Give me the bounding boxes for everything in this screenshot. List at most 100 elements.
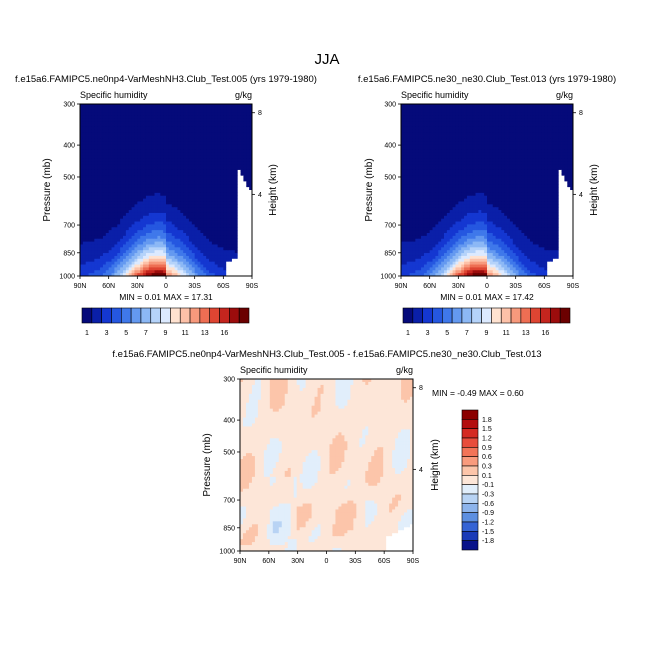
field-cell [209, 169, 213, 174]
field-cell [105, 192, 110, 197]
field-cell [123, 187, 127, 191]
field-cell [111, 258, 115, 263]
field-cell [555, 147, 560, 151]
field-cell [108, 261, 112, 265]
field-cell [134, 161, 138, 165]
field-cell [226, 152, 230, 156]
field-cell [82, 227, 87, 231]
field-cell [217, 207, 221, 211]
field-cell [85, 164, 89, 168]
field-cell [80, 132, 84, 136]
field-cell [223, 215, 227, 220]
field-cell [547, 158, 551, 162]
field-cell [409, 161, 413, 165]
field-cell [194, 244, 198, 248]
field-cell [530, 121, 534, 125]
field-cell [85, 118, 89, 122]
field-cell [538, 135, 542, 139]
field-cell [423, 141, 428, 145]
field-cell [203, 258, 207, 263]
field-cell [100, 253, 104, 257]
field-cell [183, 207, 187, 211]
field-cell [240, 167, 244, 171]
field-cell [186, 244, 190, 248]
field-cell [547, 149, 551, 154]
field-cell [429, 158, 433, 162]
field-cell [137, 112, 141, 116]
field-cell [188, 207, 193, 211]
field-cell [154, 112, 158, 116]
field-cell [464, 147, 468, 151]
field-cell [544, 161, 548, 165]
field-cell [426, 126, 431, 131]
field-cell [97, 212, 101, 217]
colorbar-swatch [229, 307, 240, 324]
field-cell [200, 224, 204, 228]
field-cell [544, 115, 548, 119]
field-cell [217, 129, 221, 134]
field-cell [108, 238, 112, 242]
field-cell [148, 135, 153, 139]
field-cell [243, 230, 247, 234]
field-cell [401, 167, 405, 171]
field-cell [206, 147, 210, 151]
field-cell [550, 155, 554, 159]
field-cell [487, 152, 491, 156]
field-cell [197, 224, 201, 228]
field-cell [148, 201, 153, 205]
field-cell [97, 233, 101, 237]
field-cell [168, 155, 173, 159]
field-cell [226, 210, 230, 214]
field-cell [229, 104, 233, 108]
field-cell [97, 192, 101, 197]
field-cell [151, 158, 155, 162]
field-cell [145, 212, 150, 217]
field-cell [234, 267, 239, 271]
field-cell [246, 261, 250, 265]
figure-title: JJA [314, 51, 339, 68]
field-cell [226, 233, 230, 237]
field-cell [168, 261, 173, 265]
field-cell [246, 181, 250, 185]
field-cell [418, 115, 422, 119]
field-cell [91, 250, 95, 254]
field-cell [509, 135, 514, 139]
field-cell [535, 161, 539, 165]
field-cell [154, 121, 158, 125]
field-cell [131, 132, 135, 136]
field-cell [487, 129, 491, 134]
field-cell [214, 198, 218, 202]
field-cell [243, 261, 247, 265]
field-cell [105, 227, 110, 231]
field-cell [504, 106, 508, 111]
field-cell [151, 144, 155, 148]
field-cell [91, 264, 95, 268]
field-cell [214, 158, 218, 162]
field-cell [243, 273, 247, 276]
field-cell [466, 135, 471, 139]
field-cell [401, 144, 405, 148]
field-cell [102, 264, 107, 268]
field-cell [117, 218, 121, 222]
field-cell [401, 109, 405, 113]
field-cell [214, 235, 218, 240]
field-cell [418, 106, 422, 111]
field-cell [140, 267, 144, 271]
field-cell [128, 181, 132, 185]
field-cell [535, 124, 539, 128]
field-cell [412, 149, 416, 154]
field-cell [429, 147, 433, 151]
field-cell [91, 187, 95, 191]
field-cell [401, 147, 405, 151]
field-cell [194, 106, 198, 111]
field-cell [220, 169, 224, 174]
field-cell [171, 207, 175, 211]
field-cell [188, 104, 193, 108]
field-cell [128, 192, 132, 197]
field-cell [449, 121, 453, 125]
field-cell [498, 115, 502, 119]
field-cell [108, 253, 112, 257]
field-cell [423, 144, 428, 148]
field-cell [94, 218, 98, 222]
field-cell [188, 253, 193, 257]
